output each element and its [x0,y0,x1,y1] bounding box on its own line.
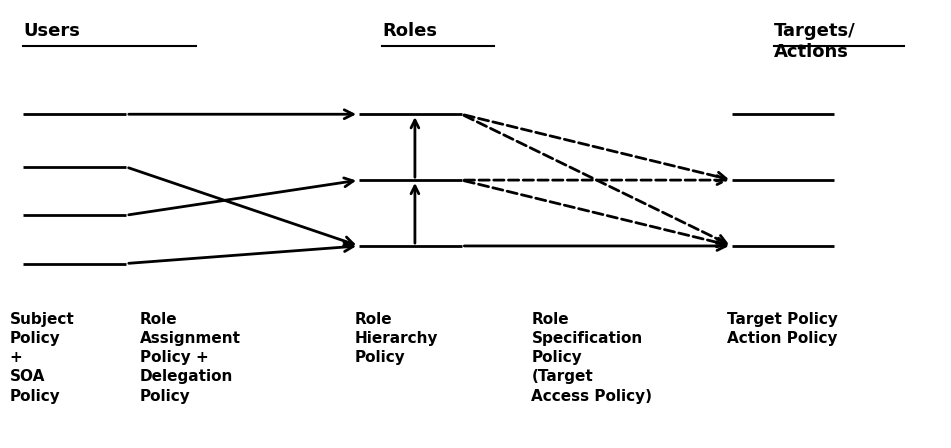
Text: Users: Users [24,22,81,40]
Text: Targets/
Actions: Targets/ Actions [774,22,856,61]
Text: Target Policy
Action Policy: Target Policy Action Policy [728,312,838,346]
Text: Subject
Policy
+
SOA
Policy: Subject Policy + SOA Policy [10,312,74,404]
Text: Role
Hierarchy
Policy: Role Hierarchy Policy [355,312,437,365]
Text: Role
Assignment
Policy +
Delegation
Policy: Role Assignment Policy + Delegation Poli… [140,312,241,404]
Text: Roles: Roles [382,22,437,40]
Text: Role
Specification
Policy
(Target
Access Policy): Role Specification Policy (Target Access… [532,312,652,404]
